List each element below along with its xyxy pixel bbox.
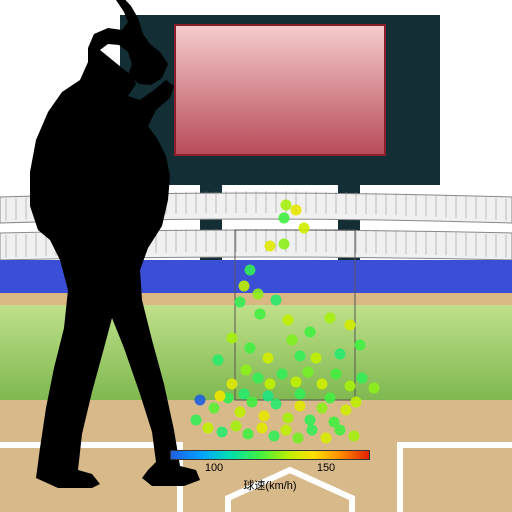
colorbar: 100 150 球速(km/h) [170,450,370,493]
colorbar-gradient [170,450,370,460]
colorbar-tick: 150 [317,462,335,474]
pitch-location-chart [0,0,512,512]
colorbar-tick: 100 [205,462,223,474]
colorbar-label: 球速(km/h) [170,477,370,493]
colorbar-ticks: 100 150 [170,462,370,476]
